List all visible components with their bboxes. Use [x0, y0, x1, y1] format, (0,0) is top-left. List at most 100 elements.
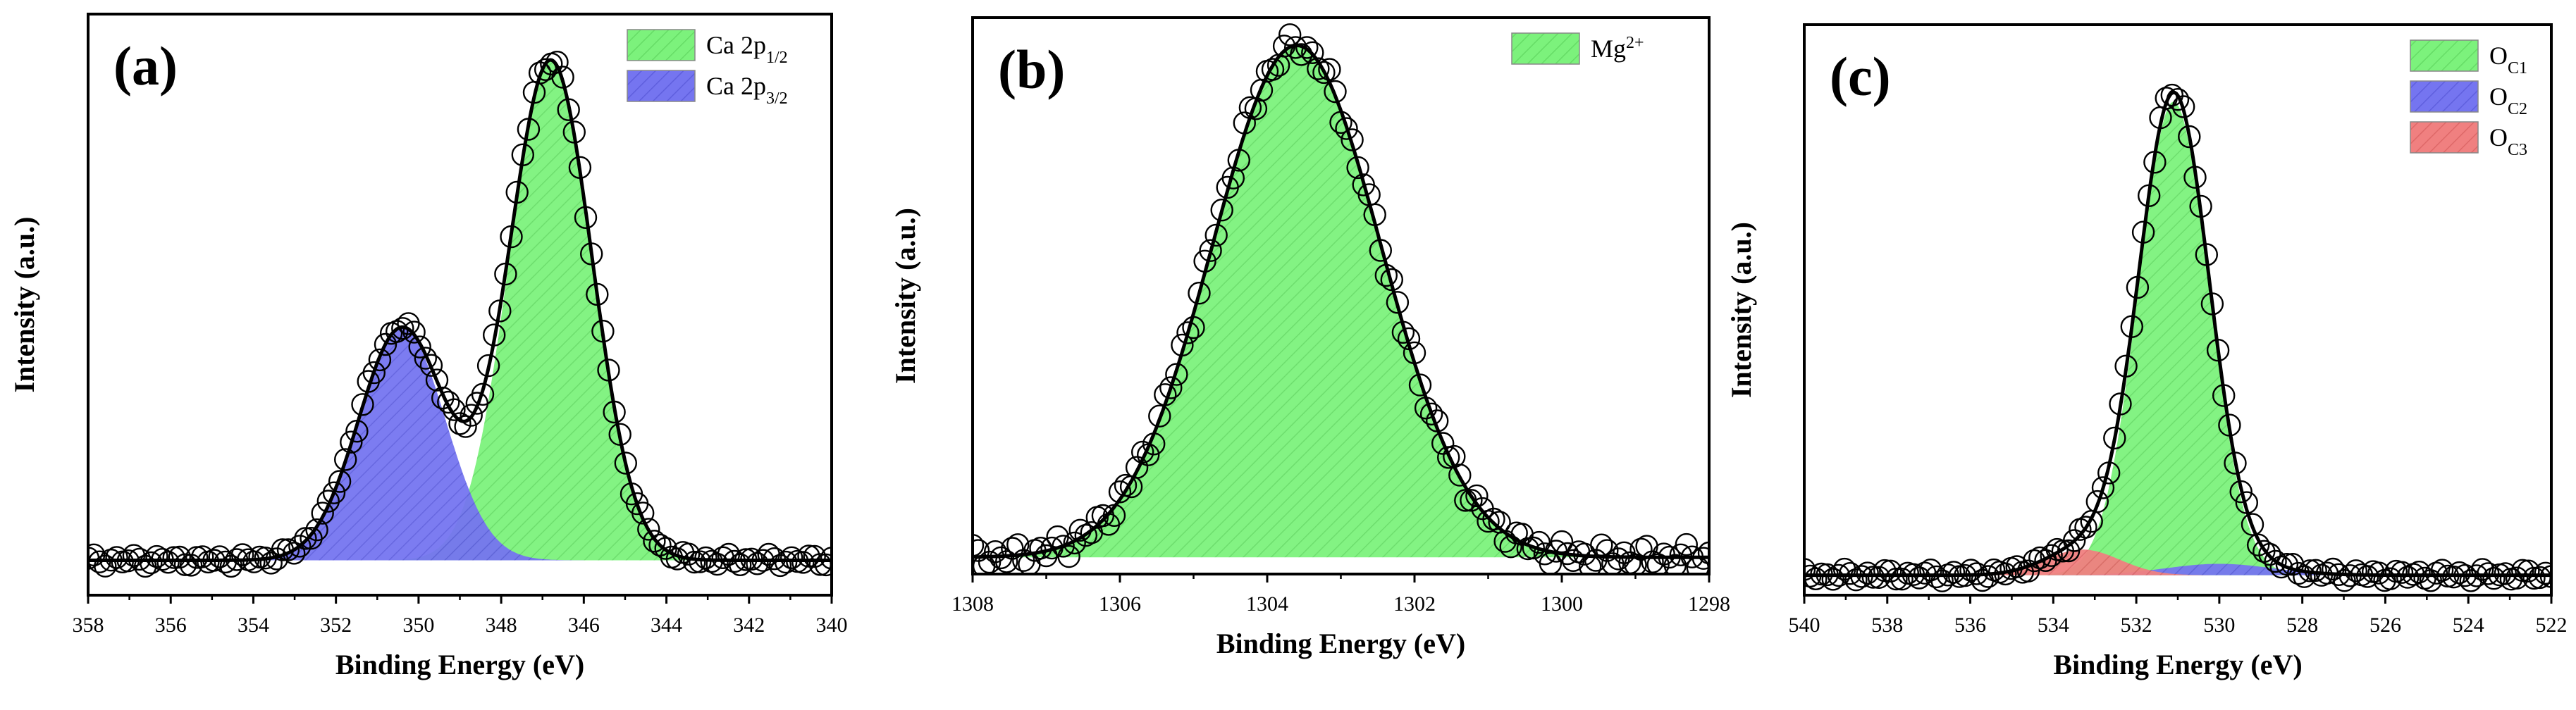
observed-point: [2022, 549, 2046, 573]
observed-point: [271, 538, 295, 561]
observed-point: [2442, 566, 2465, 589]
observed-point: [202, 549, 226, 572]
x-tick-label: 1302: [1393, 592, 1436, 616]
observed-point: [168, 545, 192, 569]
observed-point: [734, 548, 758, 571]
x-tick-label: 348: [486, 614, 517, 637]
x-tick-label: 524: [2453, 614, 2484, 637]
observed-point: [2183, 166, 2207, 189]
observed-point: [1844, 568, 1868, 592]
observed-point: [973, 534, 985, 557]
x-tick-label: 354: [238, 614, 269, 637]
observed-point: [1555, 542, 1579, 566]
observed-point: [2367, 561, 2391, 585]
observed-point: [517, 118, 541, 141]
observed-point: [603, 400, 626, 424]
observed-point: [391, 317, 414, 340]
observed-point: [1539, 552, 1563, 574]
observed-point: [2494, 562, 2518, 585]
x-tick-label: 522: [2536, 614, 2568, 637]
observed-point: [574, 206, 598, 229]
observed-point: [219, 554, 243, 578]
observed-point: [340, 430, 363, 454]
x-tick-label: 356: [155, 614, 187, 637]
x-tick-label: 540: [1789, 614, 1820, 637]
legend: Mg2+: [1511, 32, 1644, 65]
chart-panel-3: 540 538 536 534 532 530 528 526 524 522 Binding En…: [1725, 23, 2568, 680]
observed-point: [1397, 327, 1421, 351]
observed-point: [1408, 373, 1432, 397]
observed-point: [2195, 243, 2219, 266]
observed-point: [689, 550, 712, 573]
observed-point: [557, 98, 580, 121]
x-tick-label: 526: [2369, 614, 2401, 637]
observed-point: [586, 282, 609, 306]
observed-point: [1976, 565, 2000, 588]
observed-point: [230, 543, 254, 566]
observed-point: [1856, 561, 1879, 585]
observed-point: [351, 393, 374, 416]
observed-point: [1448, 463, 1472, 487]
observed-point: [1691, 547, 1709, 570]
observed-point: [562, 120, 586, 144]
legend-entry-label: Ca 2p3/2: [706, 72, 788, 108]
observed-point: [259, 552, 283, 575]
observed-point: [694, 546, 717, 570]
observed-point: [1204, 223, 1228, 247]
observed-point: [597, 359, 620, 382]
observed-point: [1879, 559, 1902, 583]
observed-point: [2166, 87, 2190, 111]
observed-point: [368, 348, 392, 372]
observed-point: [1329, 111, 1352, 135]
observed-point: [2453, 563, 2477, 587]
observed-point: [722, 549, 746, 573]
observed-point: [2235, 491, 2259, 514]
observed-point: [2465, 564, 2489, 587]
x-tick-label: 344: [651, 614, 682, 637]
x-tick-label: 528: [2286, 614, 2318, 637]
observed-point: [460, 404, 483, 427]
observed-point: [1838, 562, 1862, 585]
panel-label: (b): [998, 39, 1065, 100]
observed-point: [1278, 23, 1302, 46]
observed-point: [1318, 58, 1341, 81]
observed-point: [305, 518, 328, 542]
observed-point: [2264, 549, 2287, 573]
observed-point: [2206, 339, 2230, 362]
observed-point: [1171, 333, 1194, 357]
observed-point: [419, 354, 443, 377]
observed-point: [2218, 413, 2241, 437]
x-axis-label: Binding Energy (eV): [1216, 628, 1465, 659]
observed-point: [454, 415, 477, 438]
observed-point: [1590, 533, 1613, 556]
observed-point: [1419, 402, 1443, 425]
observed-point: [1460, 489, 1483, 512]
observed-point: [1827, 563, 1851, 587]
observed-point: [820, 547, 832, 570]
x-tick-label: 1300: [1541, 592, 1583, 616]
observed-point: [294, 527, 317, 550]
observed-point: [105, 546, 128, 569]
observed-point: [2109, 392, 2132, 416]
observed-point: [1159, 376, 1183, 399]
chart-panel-2: 1308 1306 1304 1302 1300 1298 Binding Energy (…: [889, 16, 1730, 659]
x-axis-label: Binding Energy (eV): [335, 649, 584, 680]
observed-point: [1942, 561, 1966, 584]
observed-point: [2379, 567, 2402, 590]
observed-point: [2448, 561, 2471, 585]
observed-point: [476, 354, 500, 378]
observed-point: [2534, 561, 2551, 585]
observed-point: [225, 548, 249, 571]
observed-point: [2338, 564, 2362, 587]
observed-point: [483, 323, 506, 347]
observed-point: [2062, 529, 2086, 552]
observed-point: [1861, 566, 1885, 589]
x-tick-label: 530: [2203, 614, 2235, 637]
observed-point: [1363, 203, 1386, 226]
x-tick-label: 1304: [1246, 592, 1288, 616]
observed-point: [1994, 562, 2017, 586]
observed-point: [1596, 539, 1619, 562]
x-tick-label: 538: [1871, 614, 1903, 637]
observed-point: [763, 547, 787, 571]
observed-point: [1369, 239, 1393, 262]
